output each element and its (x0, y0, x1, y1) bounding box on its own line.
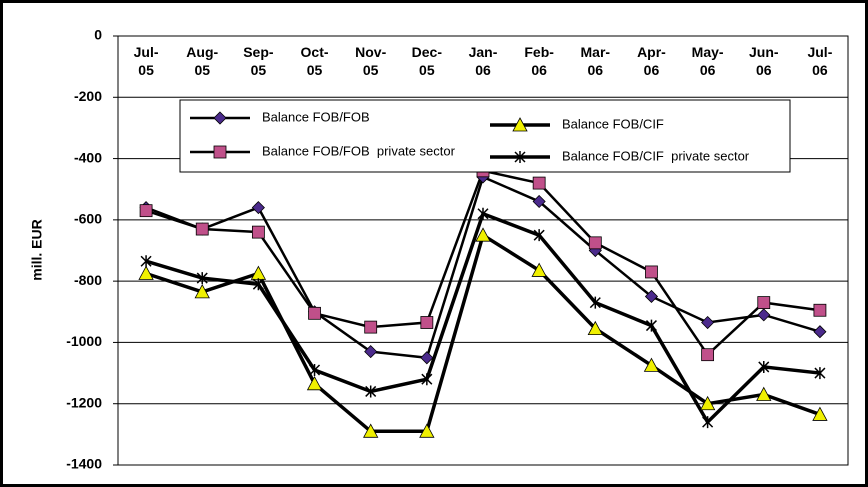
y-tick-label: -1400 (66, 456, 102, 472)
marker (514, 151, 526, 163)
marker (813, 325, 827, 339)
marker (420, 351, 434, 365)
marker (364, 320, 378, 334)
marker (644, 289, 659, 304)
marker (306, 375, 323, 391)
y-axis-title: mill. EUR (29, 219, 45, 280)
marker (251, 225, 265, 239)
marker (140, 255, 152, 268)
marker (195, 222, 209, 236)
marker (196, 272, 208, 285)
x-tick-label: Oct-05 (301, 44, 329, 78)
marker (532, 176, 546, 190)
marker (421, 373, 433, 386)
y-tick-label: -800 (74, 272, 102, 288)
marker (814, 367, 826, 380)
marker (587, 320, 603, 336)
legend-box (179, 99, 791, 173)
marker (588, 236, 602, 250)
marker (532, 194, 546, 209)
marker (643, 357, 660, 372)
legend-label: Balance FOB/CIF (562, 116, 664, 131)
marker (139, 204, 153, 218)
x-tick-label: Aug-05 (186, 44, 218, 78)
x-tick-label: Dec-05 (412, 44, 443, 78)
lines (138, 164, 828, 438)
grid: 0 -200 -400 -600 -800 -1000 -1200 -1400 Jul-05 Au… (66, 27, 848, 472)
x-tick-label: May-06 (692, 44, 724, 78)
marker (645, 319, 657, 332)
marker (420, 316, 434, 329)
marker (701, 348, 715, 362)
marker (512, 117, 528, 132)
y-tick-label: -200 (74, 88, 102, 104)
legend-label: Balance FOB/FOB private sector (262, 143, 456, 158)
marker (757, 308, 771, 322)
marker (309, 364, 321, 377)
y-tick-label: -400 (74, 149, 102, 165)
x-tick-label: Jul-06 (807, 44, 832, 78)
x-tick-label: Jan-06 (469, 44, 498, 78)
marker (475, 227, 491, 242)
marker (365, 385, 377, 398)
legend-label: Balance FOB/FOB (262, 109, 370, 124)
marker (699, 395, 716, 411)
marker (757, 296, 771, 309)
marker (308, 306, 321, 320)
marker (194, 284, 210, 299)
marker (589, 296, 601, 309)
marker (645, 265, 658, 279)
x-tick-label: Apr-06 (637, 44, 666, 78)
y-tick-label: -600 (74, 211, 102, 227)
x-tick-label: Sep-05 (243, 44, 274, 78)
x-tick-label: Nov-05 (355, 44, 386, 78)
x-tick-label: Jul-05 (134, 44, 159, 78)
y-tick-label: -1200 (66, 394, 102, 410)
marker (701, 315, 715, 330)
marker (364, 345, 378, 359)
marker (213, 145, 227, 159)
marker (213, 111, 227, 125)
marker (756, 386, 772, 401)
marker (363, 423, 379, 438)
marker (252, 278, 264, 291)
marker (531, 262, 547, 277)
marker (477, 207, 489, 220)
x-tick-label: Feb-06 (524, 44, 554, 78)
marker (812, 406, 828, 421)
marker (813, 303, 827, 317)
marker (758, 360, 770, 373)
marker (419, 423, 435, 438)
x-tick-label: Jun-06 (749, 44, 779, 78)
marker (251, 201, 265, 215)
marker (138, 265, 154, 280)
legend-label: Balance FOB/CIF private sector (562, 148, 750, 163)
marker (533, 229, 545, 242)
marker (702, 416, 714, 429)
legend: Balance FOB/FOB Balance FOB/FOB private s… (179, 99, 791, 173)
y-tick-label: -1000 (66, 333, 102, 349)
x-tick-label: Mar-06 (581, 44, 611, 78)
y-tick-label: 0 (94, 27, 102, 43)
